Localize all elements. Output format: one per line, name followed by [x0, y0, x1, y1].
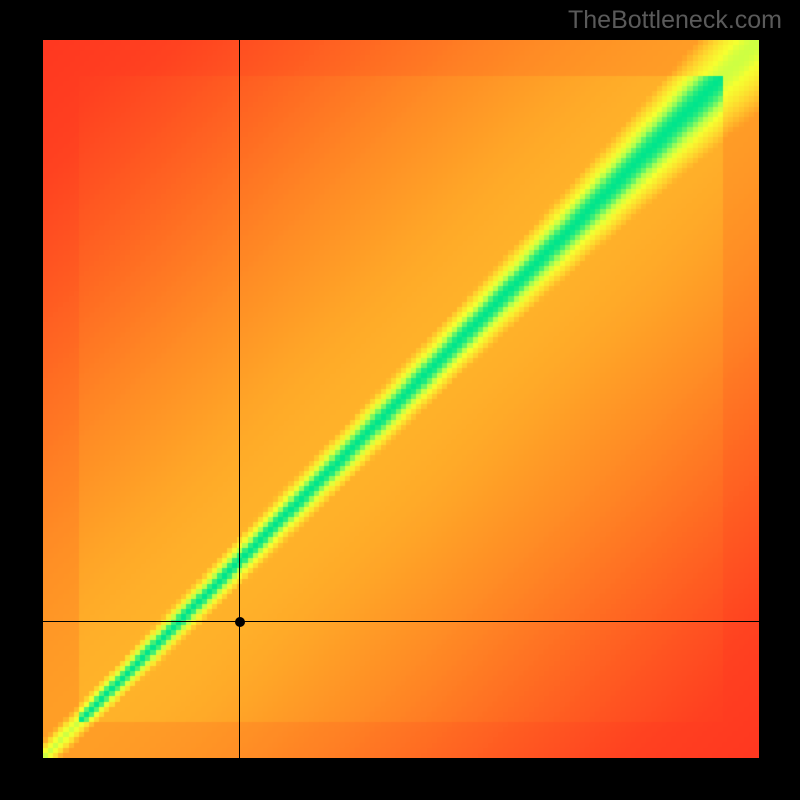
crosshair-horizontal — [43, 621, 759, 622]
crosshair-marker — [235, 617, 245, 627]
watermark-text: TheBottleneck.com — [568, 6, 782, 35]
plot-area — [43, 40, 759, 758]
heatmap-canvas — [43, 40, 759, 758]
crosshair-vertical — [239, 40, 240, 758]
figure-container: TheBottleneck.com — [0, 0, 800, 800]
